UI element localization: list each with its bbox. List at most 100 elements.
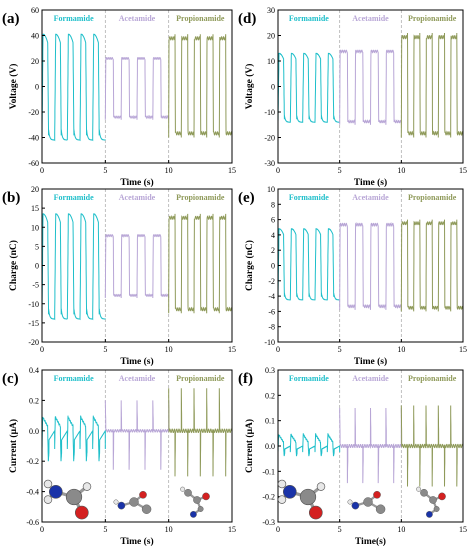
x-tick-label: 5 bbox=[103, 525, 107, 534]
y-tick-label: 0 bbox=[35, 83, 39, 92]
x-axis-title: Time (s) bbox=[120, 177, 153, 188]
x-tick-label: 0 bbox=[276, 525, 280, 534]
atom bbox=[202, 492, 210, 501]
atom bbox=[190, 511, 197, 518]
series-label: Acetamide bbox=[119, 14, 156, 23]
y-tick-label: -0.1 bbox=[262, 467, 275, 476]
y-tick-label: 10 bbox=[31, 223, 39, 232]
x-tick-label: 0 bbox=[40, 345, 44, 354]
atom bbox=[117, 501, 126, 510]
y-tick-label: -6 bbox=[268, 307, 275, 316]
series-line-acetamide bbox=[339, 407, 402, 484]
y-tick-label: 20 bbox=[31, 57, 39, 66]
x-axis-title: Time (s) bbox=[120, 536, 153, 547]
x-tick-label: 10 bbox=[165, 525, 173, 534]
y-tick-label: 20 bbox=[31, 185, 39, 194]
series-line-acetamide bbox=[104, 400, 170, 470]
x-tick-label: 0 bbox=[40, 166, 44, 175]
atom bbox=[197, 506, 204, 512]
series-label: Propionamide bbox=[408, 14, 457, 23]
y-tick-label: 4 bbox=[271, 231, 275, 240]
series-label: Acetamide bbox=[119, 374, 156, 383]
series-line-formamide bbox=[41, 415, 106, 462]
x-tick-label: 5 bbox=[338, 345, 342, 354]
x-tick-label: 15 bbox=[459, 345, 467, 354]
series-line-acetamide bbox=[104, 57, 170, 120]
y-tick-label: -40 bbox=[28, 134, 39, 143]
y-tick-label: -15 bbox=[28, 319, 39, 328]
atom bbox=[420, 488, 428, 497]
y-tick-label: -10 bbox=[264, 338, 275, 347]
atom bbox=[433, 506, 440, 512]
y-tick-label: -60 bbox=[28, 159, 39, 168]
series-line-formamide bbox=[277, 52, 340, 123]
atom bbox=[65, 488, 83, 506]
y-tick-label: -20 bbox=[28, 108, 39, 117]
series-line-propionamide bbox=[168, 34, 233, 138]
y-tick-label: 0 bbox=[35, 262, 39, 271]
molecule-propionamide-icon bbox=[180, 486, 210, 518]
atom bbox=[193, 496, 201, 504]
atom bbox=[82, 482, 92, 491]
x-tick-label: 0 bbox=[276, 345, 280, 354]
y-tick-label: -4 bbox=[268, 292, 275, 301]
y-tick-label: 15 bbox=[31, 204, 39, 213]
y-tick-label: 6 bbox=[271, 216, 275, 225]
y-tick-label: -0.4 bbox=[26, 488, 39, 497]
y-tick-label: -10 bbox=[264, 108, 275, 117]
panel-letter: (a) bbox=[2, 11, 20, 27]
x-axis-title: Time (s) bbox=[354, 177, 387, 188]
atom bbox=[351, 501, 360, 510]
y-axis-title: Voltage (V) bbox=[244, 64, 255, 110]
series-line-propionamide bbox=[168, 388, 233, 477]
atom bbox=[308, 505, 323, 520]
y-axis-title: Charge (nC) bbox=[8, 240, 19, 291]
y-tick-label: 5 bbox=[35, 242, 39, 251]
y-tick-label: 30 bbox=[267, 6, 275, 15]
x-tick-label: 15 bbox=[228, 345, 236, 354]
y-axis-title: Current (μA) bbox=[244, 419, 255, 473]
series-label: Acetamide bbox=[119, 193, 156, 202]
series-line-acetamide bbox=[104, 233, 170, 299]
plot-frame bbox=[41, 369, 233, 523]
x-tick-label: 15 bbox=[459, 525, 467, 534]
y-tick-label: 0.4 bbox=[29, 366, 39, 375]
series-line-acetamide bbox=[339, 49, 402, 125]
y-tick-label: -8 bbox=[268, 323, 275, 332]
atom bbox=[129, 497, 139, 507]
y-tick-label: 60 bbox=[31, 6, 39, 15]
series-label: Formamide bbox=[54, 193, 94, 202]
y-tick-label: -30 bbox=[264, 159, 275, 168]
atom bbox=[184, 488, 192, 497]
series-label: Acetamide bbox=[352, 14, 389, 23]
y-tick-label: 10 bbox=[267, 185, 275, 194]
series-label: Propionamide bbox=[408, 374, 457, 383]
atom bbox=[416, 486, 422, 492]
series-label: Formamide bbox=[54, 374, 94, 383]
panel-letter: (f) bbox=[238, 371, 253, 387]
x-tick-label: 10 bbox=[165, 166, 173, 175]
atom bbox=[48, 484, 63, 499]
series-line-formamide bbox=[277, 228, 340, 301]
atom bbox=[277, 479, 287, 489]
y-tick-label: 0 bbox=[271, 83, 275, 92]
panel-e bbox=[277, 188, 464, 343]
x-axis-title: Time(s) bbox=[355, 536, 386, 547]
panel-b bbox=[41, 188, 233, 343]
panel-letter: (d) bbox=[238, 11, 256, 27]
series-line-formamide bbox=[277, 433, 341, 457]
atom bbox=[141, 504, 152, 514]
series-label: Acetamide bbox=[352, 193, 389, 202]
panel-letter: (c) bbox=[2, 371, 19, 387]
atom bbox=[282, 484, 297, 499]
x-tick-label: 15 bbox=[459, 166, 467, 175]
atom bbox=[180, 486, 186, 492]
x-tick-label: 0 bbox=[276, 166, 280, 175]
atom bbox=[426, 511, 433, 518]
atom bbox=[316, 482, 326, 491]
molecule-formamide-icon bbox=[277, 479, 326, 520]
y-tick-label: -0.6 bbox=[26, 518, 39, 527]
y-tick-label: -0.2 bbox=[262, 493, 275, 502]
atom bbox=[113, 499, 119, 505]
